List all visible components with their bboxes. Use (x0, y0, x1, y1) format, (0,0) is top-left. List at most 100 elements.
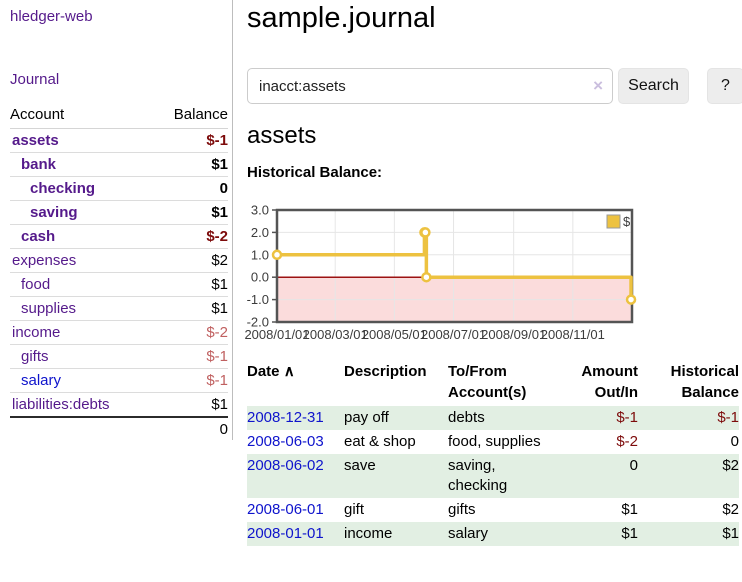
y-tick-label: 1.0 (251, 247, 269, 262)
register-header-row: Date ∧ Description To/From Account(s) Am… (247, 358, 739, 406)
account-balance: $-1 (151, 345, 228, 369)
search-form: × Search ? (247, 68, 742, 104)
accounts-table: Account Balance assets $-1 bank $1 checking 0… (10, 102, 228, 441)
data-point-marker (627, 296, 635, 304)
register-header-balance: Historical Balance (638, 358, 739, 406)
account-link[interactable]: checking (30, 180, 95, 197)
account-link[interactable]: bank (21, 156, 56, 173)
register-cell-balance: $2 (638, 498, 739, 522)
account-row: supplies $1 (10, 297, 228, 321)
account-balance: $1 (151, 297, 228, 321)
account-balance: $1 (151, 273, 228, 297)
register-row: 2008-06-01giftgifts$1$2 (247, 498, 739, 522)
account-link[interactable]: cash (21, 228, 55, 245)
clear-search-icon[interactable]: × (593, 76, 603, 96)
account-row: checking 0 (10, 177, 228, 201)
transaction-date-link[interactable]: 2008-01-01 (247, 525, 324, 542)
x-tick-label: 2008/05/01 (362, 327, 427, 342)
register-cell-accounts: debts (448, 406, 570, 430)
register-row: 2008-06-02savesaving, checking0$2 (247, 454, 739, 498)
register-table-body: 2008-12-31pay offdebts$-1$-12008-06-03ea… (247, 406, 739, 546)
page-title: sample.journal (247, 2, 436, 35)
register-header-description: Description (344, 358, 448, 406)
account-row: food $1 (10, 273, 228, 297)
register-cell-accounts: food, supplies (448, 430, 570, 454)
account-link[interactable]: salary (21, 372, 61, 389)
account-balance: $-1 (151, 369, 228, 393)
account-link[interactable]: saving (30, 204, 78, 221)
search-button[interactable]: Search (618, 68, 689, 104)
register-row: 2008-01-01incomesalary$1$1 (247, 522, 739, 546)
data-point-marker (421, 228, 429, 236)
accounts-header-account: Account (10, 102, 151, 129)
account-link[interactable]: gifts (21, 348, 49, 365)
register-cell-balance: 0 (638, 430, 739, 454)
account-link[interactable]: assets (12, 132, 59, 149)
help-button[interactable]: ? (707, 68, 742, 104)
x-tick-label: 2008/11/01 (541, 327, 605, 342)
register-table: Date ∧ Description To/From Account(s) Am… (247, 358, 739, 546)
account-link[interactable]: food (21, 276, 50, 293)
account-balance: $2 (151, 249, 228, 273)
x-tick-label: 2008/03/01 (303, 327, 368, 342)
register-row: 2008-06-03 eat & shopfood, supplies$-20 (247, 430, 739, 454)
data-point-marker (422, 273, 430, 281)
x-tick-label: 2008/07/01 (421, 327, 486, 342)
y-tick-label: 3.0 (251, 203, 269, 218)
register-cell-date: 2008-01-01 (247, 522, 344, 546)
register-header-date[interactable]: Date ∧ (247, 358, 344, 406)
transaction-date-link[interactable]: 2008-06-02 (247, 457, 324, 474)
account-balance: $-1 (151, 129, 228, 153)
legend-label: $ (623, 214, 631, 229)
account-row: gifts $-1 (10, 345, 228, 369)
account-row: bank $1 (10, 153, 228, 177)
historical-balance-chart: 3.02.01.00.0-1.0-2.02008/01/012008/03/01… (244, 196, 686, 348)
register-cell-date: 2008-06-02 (247, 454, 344, 498)
register-cell-accounts: gifts (448, 498, 570, 522)
account-link[interactable]: liabilities:debts (12, 396, 110, 413)
x-tick-label: 2008/01/01 (244, 327, 309, 342)
account-balance: 0 (151, 177, 228, 201)
accounts-header-row: Account Balance (10, 102, 228, 129)
register-cell-date: 2008-06-01 (247, 498, 344, 522)
register-cell-description: income (344, 522, 448, 546)
account-link[interactable]: income (12, 324, 60, 341)
sort-asc-icon[interactable]: ∧ (284, 363, 295, 380)
account-row: expenses $2 (10, 249, 228, 273)
register-cell-description: pay off (344, 406, 448, 430)
search-field-wrap: × (247, 68, 613, 104)
register-cell-description: eat & shop (344, 430, 448, 454)
data-point-marker (273, 251, 281, 259)
account-balance: $1 (151, 153, 228, 177)
register-cell-date: 2008-06-03 (247, 430, 344, 454)
account-link[interactable]: supplies (21, 300, 76, 317)
journal-link[interactable]: Journal (10, 71, 59, 88)
account-row: cash$-2 (10, 225, 228, 249)
accounts-header-balance: Balance (151, 102, 228, 129)
search-input[interactable] (247, 68, 613, 104)
transaction-date-link[interactable]: 2008-06-01 (247, 501, 324, 518)
account-heading: assets (247, 122, 316, 150)
account-link[interactable]: expenses (12, 252, 76, 269)
account-row: assets $-1 (10, 129, 228, 153)
account-row: liabilities:debts$1 (10, 393, 228, 418)
register-cell-amount: 0 (570, 454, 638, 498)
accounts-total: 0 (151, 417, 228, 441)
accounts-table-body: assets$-1bank$1checking0saving$1cash$-2e… (10, 129, 228, 418)
y-tick-label: 0.0 (251, 270, 269, 285)
account-row: salary $-1 (10, 369, 228, 393)
y-tick-label: 2.0 (251, 225, 269, 240)
sidebar: hledger-web Journal Account Balance asse… (0, 0, 233, 440)
legend-swatch (607, 215, 620, 228)
transaction-date-link[interactable]: 2008-12-31 (247, 409, 324, 426)
register-header-amount: Amount Out/In (570, 358, 638, 406)
register-row: 2008-12-31pay offdebts$-1$-1 (247, 406, 739, 430)
chart-heading: Historical Balance: (247, 164, 382, 181)
app-title-link[interactable]: hledger-web (10, 8, 93, 25)
register-cell-amount: $1 (570, 522, 638, 546)
register-header-accounts: To/From Account(s) (448, 358, 570, 406)
register-cell-amount: $-2 (570, 430, 638, 454)
register-cell-amount: $-1 (570, 406, 638, 430)
register-cell-balance: $2 (638, 454, 739, 498)
transaction-date-link[interactable]: 2008-06-03 (247, 433, 324, 450)
